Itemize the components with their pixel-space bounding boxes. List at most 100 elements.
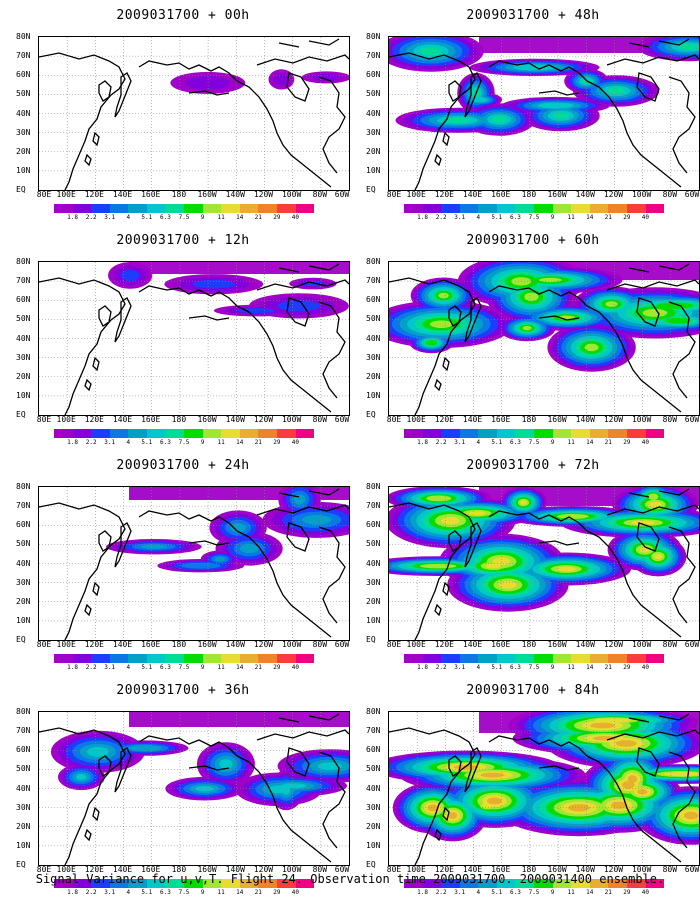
- longitude-tick-label: 140E: [112, 415, 133, 424]
- longitude-tick-label: 80W: [662, 640, 678, 649]
- coastlines: [389, 713, 699, 865]
- colorbar-swatch: [165, 654, 185, 663]
- colorbar-swatch: [645, 654, 665, 663]
- colorbar-swatch: [54, 879, 73, 888]
- colorbar-swatch: [221, 879, 240, 888]
- colorbar-label: 7.5: [178, 439, 190, 446]
- longitude-tick-label: 100W: [281, 865, 302, 874]
- colorbar-swatch: [515, 204, 535, 213]
- colorbar-label: 4: [476, 664, 481, 671]
- colorbar-swatch: [496, 429, 516, 438]
- colorbar-swatch: [91, 654, 110, 663]
- colorbar-swatch: [54, 429, 73, 438]
- longitude-tick-label: 100E: [56, 865, 76, 874]
- colorbar-labels: 1.8 2.2 3.1 4 5.1 6.3 7.5 9 11 14 21 29 40: [54, 889, 314, 897]
- colorbar-label: 5.1: [491, 889, 503, 896]
- colorbar-swatch: [239, 879, 259, 888]
- colorbar-label: 4: [476, 889, 481, 896]
- colorbar-swatch: [534, 204, 553, 213]
- colorbar-label: 6.3: [160, 439, 171, 446]
- colorbar-swatch: [571, 654, 590, 663]
- panel-title: 2009031700 + 12h: [116, 233, 250, 248]
- latitude-tick-label: 40N: [16, 108, 31, 118]
- longitude-axis: 80E 100E 120E 140E 160E 180 160W 140W 120W 100W 80…: [387, 415, 700, 425]
- latitude-tick-label: 20N: [366, 821, 381, 831]
- colorbar-label: 11: [567, 439, 575, 446]
- colorbar-label: 14: [586, 214, 594, 221]
- colorbar-swatch: [258, 879, 277, 888]
- colorbar-label: 7.5: [528, 664, 540, 671]
- latitude-tick-label: 60N: [16, 295, 31, 305]
- colorbar-swatch: [608, 654, 627, 663]
- colorbar-swatch: [91, 429, 110, 438]
- colorbar: [404, 879, 665, 888]
- colorbar-label: 3.1: [104, 214, 116, 221]
- colorbar: [404, 204, 665, 213]
- latitude-tick-label: 40N: [366, 783, 381, 793]
- colorbar: [54, 429, 315, 438]
- colorbar-label: 29: [623, 214, 631, 221]
- colorbar-swatch: [478, 429, 497, 438]
- colorbar-label: 1.8: [67, 439, 78, 446]
- coastlines: [389, 488, 699, 640]
- latitude-tick-label: 10N: [16, 390, 31, 400]
- colorbar-label: 21: [604, 889, 612, 896]
- colorbar-label: 21: [254, 889, 262, 896]
- colorbar-swatch: [515, 654, 535, 663]
- variance-map: [388, 486, 700, 641]
- variance-map: [388, 261, 700, 416]
- map-panel: 2009031700 + 72h 80N 70N 60N 50N 40N 30N 20N 10N…: [366, 458, 700, 673]
- latitude-tick-label: 30N: [16, 802, 31, 812]
- map-panel: 2009031700 + 36h 80N 70N 60N 50N 40N 30N 20N 10N…: [16, 683, 350, 898]
- latitude-tick-label: EQ: [16, 860, 26, 869]
- colorbar-swatch: [441, 879, 460, 888]
- longitude-tick-label: 140E: [112, 640, 133, 649]
- longitude-tick-label: 120E: [84, 190, 104, 199]
- colorbar-swatch: [404, 204, 423, 213]
- latitude-tick-label: EQ: [16, 185, 26, 194]
- colorbar-label: 3.1: [104, 439, 116, 446]
- colorbar-label: 1.8: [417, 889, 428, 896]
- colorbar-swatch: [202, 879, 222, 888]
- latitude-tick-label: 70N: [366, 726, 381, 736]
- latitude-axis: 80N 70N 60N 50N 40N 30N 20N 10N EQ: [16, 708, 38, 869]
- colorbar-label: 14: [586, 664, 594, 671]
- colorbar-swatch: [146, 204, 166, 213]
- latitude-tick-label: 50N: [16, 764, 31, 774]
- colorbar-label: 1.8: [67, 214, 78, 221]
- variance-contour-level-2: [120, 269, 324, 314]
- longitude-tick-label: 100E: [406, 865, 426, 874]
- latitude-tick-label: EQ: [366, 185, 376, 194]
- colorbar-swatch: [276, 204, 296, 213]
- latitude-tick-label: EQ: [366, 860, 376, 869]
- colorbar-swatch: [589, 879, 609, 888]
- colorbar-label: 7.5: [528, 889, 540, 896]
- coastlines: [39, 488, 349, 640]
- longitude-tick-label: 160E: [141, 865, 161, 874]
- longitude-tick-label: 60W: [684, 415, 700, 424]
- colorbar-swatch: [626, 204, 646, 213]
- latitude-tick-label: 30N: [16, 127, 31, 137]
- coastlines: [389, 38, 699, 190]
- longitude-tick-label: 160W: [197, 640, 217, 649]
- colorbar-swatch: [295, 879, 315, 888]
- latitude-tick-label: 20N: [16, 371, 31, 381]
- colorbar-label: 40: [641, 664, 650, 671]
- latitude-tick-label: 60N: [16, 70, 31, 80]
- colorbar-label: 9: [550, 664, 555, 671]
- colorbar-label: 40: [291, 439, 300, 446]
- longitude-tick-label: 160E: [491, 865, 511, 874]
- colorbar-label: 7.5: [178, 889, 190, 896]
- panel-title: 2009031700 + 24h: [116, 458, 250, 473]
- colorbar-label: 11: [217, 439, 225, 446]
- longitude-tick-label: 120E: [434, 640, 454, 649]
- longitude-tick-label: 180: [171, 415, 187, 424]
- colorbar-swatch: [295, 429, 315, 438]
- colorbar-label: 21: [254, 214, 262, 221]
- panel-title: 2009031700 + 60h: [466, 233, 600, 248]
- longitude-tick-label: 140W: [575, 640, 595, 649]
- latitude-tick-label: 40N: [16, 783, 31, 793]
- colorbar-swatch: [589, 204, 609, 213]
- latitude-tick-label: 20N: [366, 371, 381, 381]
- colorbar-swatch: [459, 879, 479, 888]
